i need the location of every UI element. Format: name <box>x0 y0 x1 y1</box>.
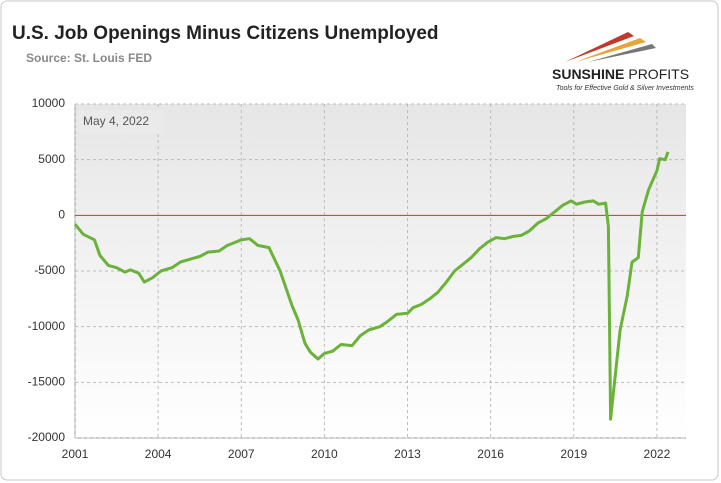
plot-area <box>75 104 686 438</box>
x-tick-label: 2010 <box>311 447 338 461</box>
x-tick-label: 2016 <box>477 447 504 461</box>
x-tick-label: 2019 <box>560 447 587 461</box>
annotation-box <box>78 110 164 134</box>
logo-swoosh <box>575 38 646 62</box>
chart-title: U.S. Job Openings Minus Citizens Unemplo… <box>12 23 439 44</box>
y-tick-label: 0 <box>58 208 65 222</box>
x-tick-label: 2004 <box>145 447 172 461</box>
logo-name: SUNSHINE PROFITS <box>552 66 689 82</box>
x-tick-label: 2013 <box>394 447 421 461</box>
logo-swoosh <box>565 32 634 62</box>
data-line <box>73 151 670 421</box>
logo-name-light: PROFITS <box>628 66 689 82</box>
logo-name-bold: SUNSHINE <box>552 66 624 82</box>
y-tick-label: -5000 <box>34 263 65 277</box>
y-tick-label: -15000 <box>28 375 66 389</box>
x-tick-label: 2007 <box>228 447 255 461</box>
grid: -20000 -15000 -10000 -5000 0 5000 10000 2001 200… <box>28 96 686 461</box>
y-tick-label: -20000 <box>28 430 66 444</box>
logo-swoosh <box>588 44 656 62</box>
y-tick-label: -10000 <box>28 319 66 333</box>
y-tick-label: 5000 <box>38 152 65 166</box>
logo: SUNSHINE PROFITS Tools for Effective Gold… <box>552 32 694 92</box>
x-tick-label: 2001 <box>62 447 89 461</box>
chart-subtitle: Source: St. Louis FED <box>26 51 152 65</box>
logo-tagline: Tools for Effective Gold & Silver Invest… <box>556 85 694 92</box>
annotation: May 4, 2022 <box>83 114 149 128</box>
y-tick-label: 10000 <box>32 96 66 110</box>
marks <box>73 151 670 421</box>
x-tick-label: 2022 <box>644 447 671 461</box>
